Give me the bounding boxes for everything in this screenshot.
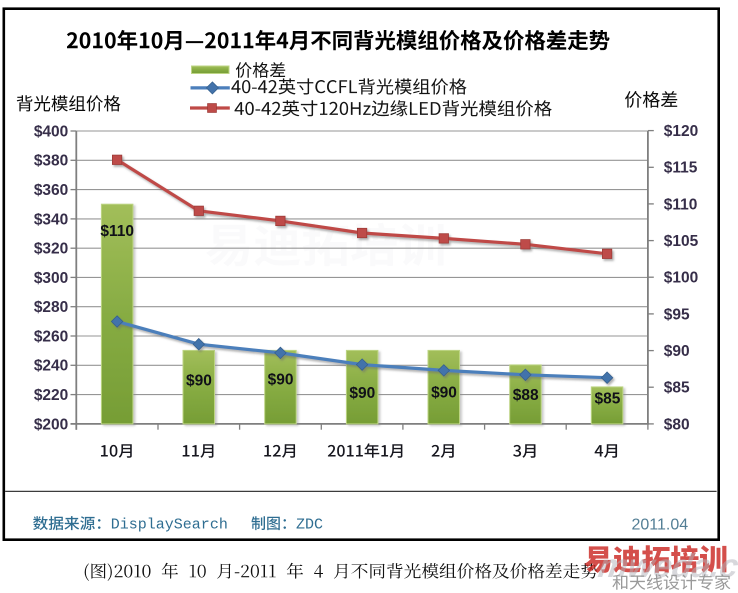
svg-text:$380: $380 [34,153,68,170]
svg-text:$120: $120 [664,123,698,140]
svg-text:$110: $110 [100,223,134,240]
svg-text:$90: $90 [431,385,457,402]
svg-text:$90: $90 [349,385,375,402]
svg-text:$115: $115 [664,160,698,177]
svg-text:$360: $360 [34,182,68,199]
svg-text:$240: $240 [34,358,68,375]
svg-text:$320: $320 [34,241,68,258]
svg-text:$90: $90 [186,373,212,390]
svg-text:$85: $85 [594,391,620,408]
svg-text:$80: $80 [664,416,690,433]
svg-text:$400: $400 [34,123,68,140]
svg-text:ZDC: ZDC [296,517,323,534]
svg-text:DisplaySearch: DisplaySearch [111,517,228,534]
svg-text:$85: $85 [664,380,690,397]
svg-text:$280: $280 [34,299,68,316]
svg-text:$95: $95 [664,306,690,323]
svg-text:$90: $90 [664,343,690,360]
svg-text:$340: $340 [34,211,68,228]
svg-text:$105: $105 [664,233,699,250]
svg-text:$88: $88 [513,387,539,404]
svg-text:$200: $200 [34,416,68,433]
svg-text:$110: $110 [664,196,698,213]
svg-text:$90: $90 [268,372,294,389]
svg-text:mweda.com: mweda.com [596,548,738,585]
svg-text:2011.04: 2011.04 [632,516,689,533]
svg-text:$100: $100 [664,270,698,287]
svg-text:$300: $300 [34,270,68,287]
svg-text:$220: $220 [34,387,68,404]
svg-text:$260: $260 [34,328,68,345]
